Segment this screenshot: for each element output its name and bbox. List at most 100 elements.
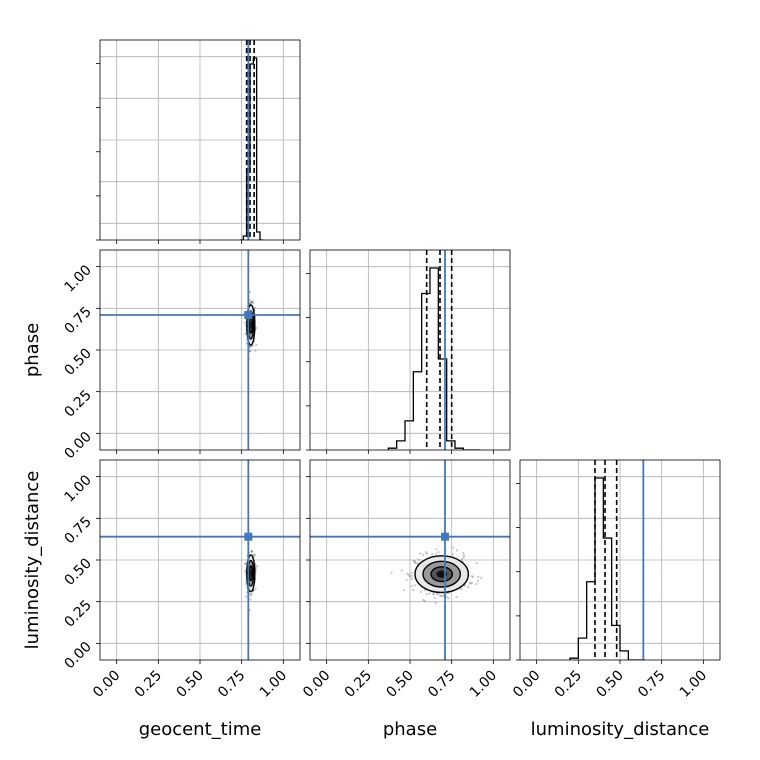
sample-point [412, 559, 415, 562]
sample-point [253, 306, 257, 309]
sample-point [412, 588, 415, 592]
sample-point [460, 558, 464, 561]
scatter-phase-luminosity_distance [310, 460, 510, 660]
sample-point [245, 342, 248, 345]
x-tick-label: 0.25 [132, 668, 165, 701]
sample-point [244, 562, 247, 565]
density-core [250, 569, 252, 577]
sample-point [255, 343, 258, 347]
x-axis-label-phase: phase [383, 719, 437, 740]
y-axis-label-phase: phase [22, 323, 43, 377]
panel-grid [310, 250, 510, 450]
x-tick-label: 0.75 [215, 668, 248, 701]
sample-point [435, 592, 439, 595]
sample-point [244, 562, 247, 566]
panel-grid [100, 460, 300, 660]
truth-marker [244, 532, 253, 541]
sample-point [435, 548, 438, 551]
sample-point [410, 584, 413, 588]
panel-grid [100, 250, 300, 450]
sample-point [434, 601, 437, 605]
sample-point [422, 553, 425, 557]
sample-point [413, 584, 417, 587]
sample-point [445, 595, 448, 598]
sample-point [477, 575, 480, 579]
sample-point [415, 561, 418, 565]
sample-point [423, 599, 426, 603]
x-tick-label: 0.00 [510, 668, 543, 701]
sample-point [248, 291, 252, 294]
truth-marker [244, 311, 253, 319]
sample-point [244, 583, 247, 586]
sample-point [255, 326, 258, 329]
sample-point [425, 592, 428, 596]
sample-point [476, 579, 479, 582]
sample-point [471, 576, 475, 579]
panel-grid [100, 40, 300, 240]
sample-point [437, 593, 440, 596]
density-core [250, 321, 252, 329]
sample-point [431, 552, 434, 556]
sample-point [480, 576, 483, 579]
sample-point [250, 592, 254, 595]
sample-point [432, 593, 435, 596]
sample-point [243, 570, 247, 573]
sample-point [408, 575, 411, 578]
sample-point [249, 350, 252, 353]
y-tick-label: 0.25 [61, 387, 94, 420]
sample-point [251, 344, 254, 347]
scatter-geocent_time-luminosity_distance [100, 460, 300, 660]
sample-point [251, 301, 254, 305]
sample-point [407, 573, 410, 576]
histogram-step [387, 267, 480, 450]
sample-point [251, 550, 254, 553]
sample-point [447, 597, 450, 600]
panel-grid [310, 460, 510, 660]
sample-point [462, 556, 465, 559]
histogram-step [240, 57, 264, 240]
sample-point [423, 589, 427, 592]
sample-point [469, 581, 472, 584]
histogram-step [569, 477, 645, 660]
sample-point [400, 569, 403, 572]
sample-point [420, 590, 423, 593]
sample-point [244, 332, 247, 336]
sample-point [435, 552, 438, 556]
sample-point [402, 589, 406, 592]
sample-point [251, 300, 254, 303]
histogram-geocent_time [240, 40, 264, 240]
sample-point [439, 594, 442, 598]
x-tick-label: 0.25 [552, 668, 585, 701]
y-tick-label: 1.00 [61, 472, 94, 505]
x-tick-label: 0.75 [635, 668, 668, 701]
sample-point [469, 582, 472, 585]
y-tick-label: 0.50 [61, 346, 94, 379]
sample-point [419, 552, 422, 555]
sample-point [437, 551, 440, 554]
sample-point [413, 560, 416, 563]
sample-point [410, 577, 414, 580]
sample-point [249, 301, 252, 304]
sample-point [413, 561, 416, 564]
y-tick-label: 0.00 [61, 639, 94, 672]
x-tick-label: 1.00 [467, 668, 500, 701]
x-tick-label: 0.50 [173, 668, 206, 701]
x-tick-label: 1.00 [257, 668, 290, 701]
sample-point [455, 549, 459, 552]
sample-point [440, 594, 443, 598]
sample-point [243, 321, 247, 324]
histogram-phase [387, 250, 480, 450]
x-tick-label: 0.50 [593, 668, 626, 701]
y-tick-label: 0.00 [61, 429, 94, 462]
sample-point [428, 592, 431, 595]
sample-point [422, 598, 425, 602]
sample-point [410, 574, 413, 578]
sample-point [390, 571, 393, 574]
sample-point [460, 587, 463, 591]
sample-point [455, 595, 458, 599]
sample-point [248, 592, 252, 595]
sample-point [405, 578, 408, 581]
sample-point [475, 582, 478, 586]
sample-point [256, 564, 259, 568]
